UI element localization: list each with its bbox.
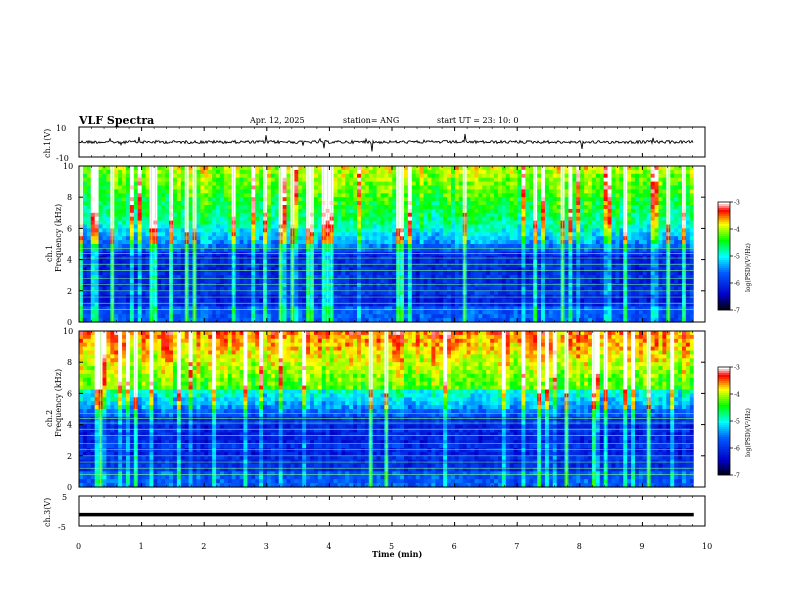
- chart-title: VLF Spectra: [78, 114, 154, 127]
- ch1-voltage-panel: 10 -10 ch.1(V): [43, 124, 706, 163]
- ch2-colorbar: -3 -4 -5 -6 -7 log(PSD)(V²/Hz): [717, 365, 752, 480]
- start-ut-label: start UT = 23: 10: 0: [437, 116, 518, 125]
- ch2-frequency-ylabel: Frequency (kHz): [54, 369, 63, 437]
- colorbar-tick-label: -7: [734, 473, 740, 480]
- ch2-channel-label: ch.2: [45, 410, 54, 427]
- x-axis: 0 1 2 3 4 5 6 7 8 9 10: [76, 127, 712, 551]
- colorbar-tick-label: -4: [734, 392, 740, 399]
- ch1-frequency-ylabel: Frequency (kHz): [54, 204, 63, 272]
- x-tick-label: 6: [452, 542, 457, 551]
- colorbar-label: log(PSD)(V²/Hz): [745, 408, 752, 457]
- colorbar-tick-label: -3: [734, 200, 740, 207]
- colorbar-tick-label: -5: [734, 254, 740, 261]
- ch1-ytick-bottom: -10: [56, 154, 69, 163]
- ch1-ytick-top: 10: [56, 124, 66, 133]
- colorbar-tick-label: -6: [734, 446, 740, 453]
- x-tick-label: 10: [702, 542, 712, 551]
- ch1-spectrogram-panel: 0 2 4 6 8 10 ch.1 Frequency (kHz): [45, 162, 706, 327]
- ch3-voltage-frame: [78, 495, 706, 527]
- x-tick-label: 5: [389, 542, 394, 551]
- x-tick-label: 2: [201, 542, 206, 551]
- ch1-voltage-trace: [78, 133, 694, 152]
- x-tick-label: 3: [264, 542, 269, 551]
- freq-tick-label: 10: [63, 327, 73, 336]
- freq-tick-label: 4: [67, 256, 72, 265]
- x-tick-label: 4: [326, 542, 331, 551]
- freq-tick-label: 2: [67, 287, 72, 296]
- x-tick-label: 0: [76, 542, 81, 551]
- ch2-spectrogram-panel: 0 2 4 6 8 10 ch.2 Frequency (kHz): [45, 327, 706, 492]
- freq-tick-label: 0: [67, 318, 72, 327]
- ch3-ytick-bottom: -5: [58, 523, 66, 532]
- x-tick-label: 9: [639, 542, 644, 551]
- freq-tick-label: 4: [67, 421, 72, 430]
- colorbar-tick-label: -3: [734, 365, 740, 372]
- ch1-channel-label: ch.1: [45, 245, 54, 262]
- station-label: station= ANG: [343, 116, 399, 125]
- x-axis-label: Time (min): [372, 549, 422, 559]
- freq-tick-label: 2: [67, 452, 72, 461]
- ch2-spectrogram-image: [79, 331, 705, 488]
- freq-tick-label: 8: [67, 193, 72, 202]
- ch1-spectrogram-image: [79, 166, 705, 323]
- colorbar-tick-label: -7: [734, 308, 740, 315]
- freq-tick-label: 6: [67, 224, 72, 233]
- ch1-voltage-ylabel: ch.1(V): [43, 129, 52, 158]
- x-tick-label: 7: [514, 542, 519, 551]
- freq-tick-label: 8: [67, 358, 72, 367]
- colorbar-tick-label: -6: [734, 281, 740, 288]
- date-label: Apr. 12, 2025: [249, 116, 305, 125]
- colorbar-tick-label: -5: [734, 419, 740, 426]
- freq-tick-label: 0: [67, 483, 72, 492]
- freq-tick-label: 10: [63, 162, 73, 171]
- x-tick-label: 8: [577, 542, 582, 551]
- freq-tick-label: 6: [67, 389, 72, 398]
- colorbar-tick-label: -4: [734, 227, 740, 234]
- ch3-voltage-panel: 5 -5 ch.3(V): [43, 493, 706, 532]
- ch1-colorbar: -3 -4 -5 -6 -7 log(PSD)(V²/Hz): [717, 200, 752, 315]
- x-tick-label: 1: [139, 542, 144, 551]
- ch3-voltage-ylabel: ch.3(V): [43, 498, 52, 527]
- ch3-ytick-top: 5: [62, 493, 67, 502]
- colorbar-label: log(PSD)(V²/Hz): [745, 243, 752, 292]
